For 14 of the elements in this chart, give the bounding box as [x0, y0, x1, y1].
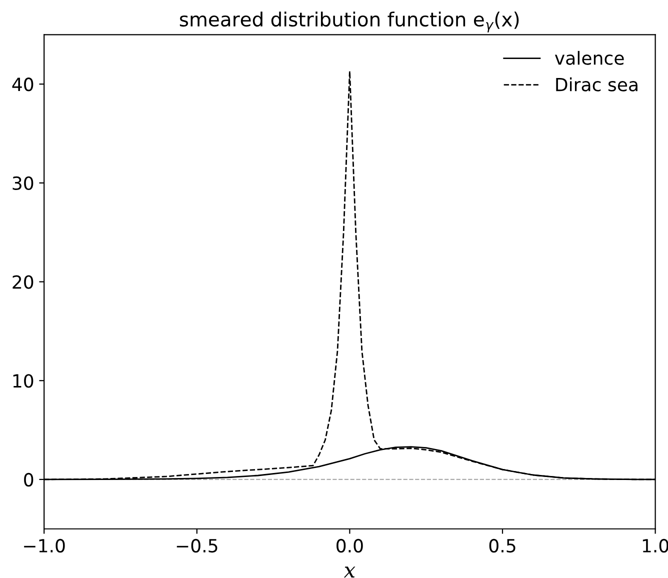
legend-label: Dirac sea [556, 77, 638, 92]
x-tick-label: 0.0 [336, 538, 363, 553]
x-tick-label: 0.5 [489, 538, 516, 553]
legend-label: valence [554, 50, 624, 65]
chart-title: smeared distribution function e$_{γ}$(x) [180, 12, 519, 32]
y-tick-label: 20 [12, 275, 34, 289]
y-tick-label: 40 [12, 78, 34, 92]
x-tick-label: 1.0 [642, 538, 668, 553]
x-tick-label: −1.0 [24, 538, 65, 553]
x-axis-title: x [344, 566, 356, 578]
y-tick-label: 30 [12, 176, 34, 190]
y-tick-label: 0 [24, 472, 34, 487]
y-tick-label: 10 [13, 374, 34, 388]
x-tick-label: −0.5 [176, 538, 218, 553]
